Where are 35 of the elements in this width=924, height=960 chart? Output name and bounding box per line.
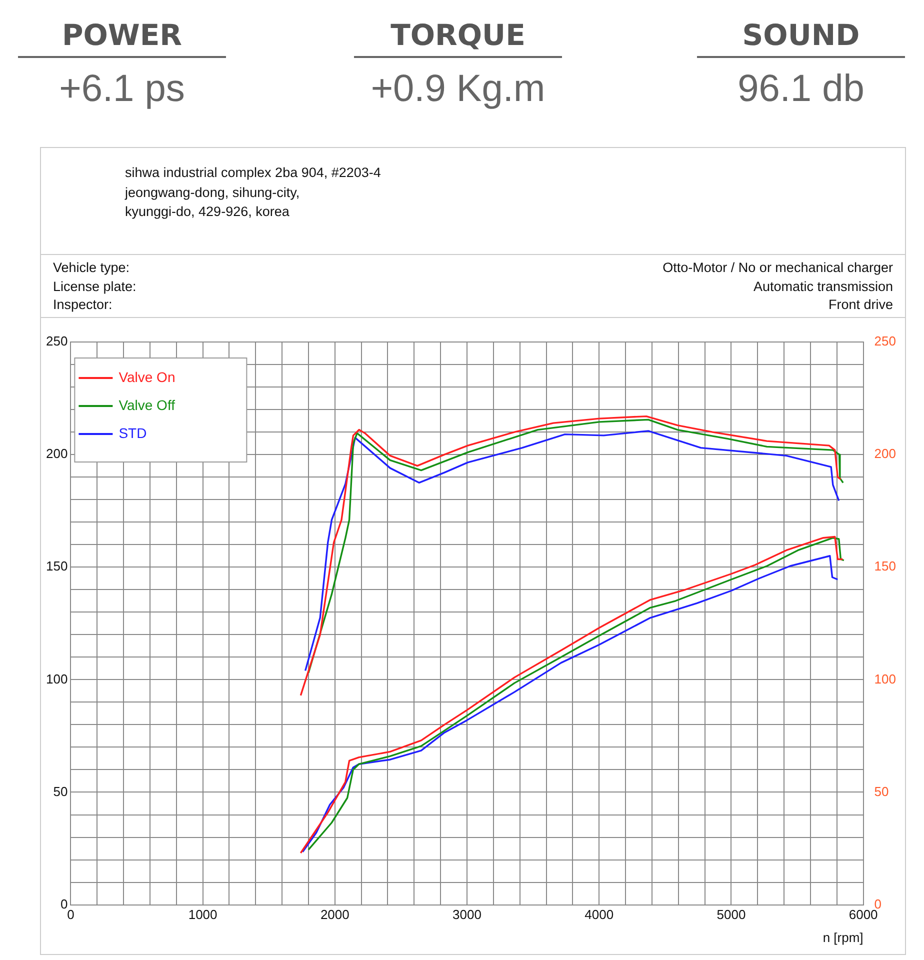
- text: SOUND: [697, 18, 905, 58]
- text: 96.1 db: [736, 68, 866, 111]
- x-tick-label: 1000: [188, 907, 218, 922]
- y2-tick-label: 100: [874, 671, 896, 686]
- y2-tick-label: 150: [874, 558, 896, 574]
- x-tick-label: 5000: [716, 907, 746, 922]
- text: Otto-Motor / No or mechanical charger: [662, 259, 893, 277]
- text: Vehicle type:: [53, 259, 131, 277]
- x-tick-label: 2000: [320, 907, 350, 922]
- x-tick-label: 4000: [584, 907, 614, 922]
- y2-tick-label: 200: [874, 446, 896, 462]
- text: jeongwang-dong, sihung-city,: [125, 184, 301, 202]
- x-tick-label: 3000: [452, 907, 482, 922]
- text: +0.9 Kg.m: [370, 68, 546, 111]
- legend-label: Valve On: [118, 368, 176, 385]
- y-tick-label: 50: [53, 784, 68, 799]
- y-tick-label: 0: [60, 896, 68, 912]
- y2-tick-label: 250: [874, 334, 896, 349]
- y-tick-label: 150: [46, 558, 68, 574]
- legend-label: STD: [118, 424, 147, 441]
- text: POWER: [18, 18, 226, 58]
- text: Front drive: [827, 296, 893, 314]
- text: Automatic transmission: [752, 278, 893, 296]
- x-axis-title: n [rpm]: [822, 930, 864, 945]
- legend-label: Valve Off: [118, 396, 176, 413]
- text: License plate:: [53, 278, 136, 296]
- text: +6.1 ps: [58, 68, 186, 111]
- text: Inspector:: [53, 296, 114, 314]
- y-tick-label: 200: [46, 446, 68, 462]
- text: kyunggi-do, 429-926, korea: [125, 203, 290, 221]
- y-tick-label: 100: [46, 671, 68, 686]
- text: TORQUE: [354, 18, 562, 58]
- text: sihwa industrial complex 2ba 904, #2203-4: [125, 164, 381, 182]
- y2-tick-label: 50: [874, 784, 889, 799]
- y-tick-label: 250: [46, 334, 68, 349]
